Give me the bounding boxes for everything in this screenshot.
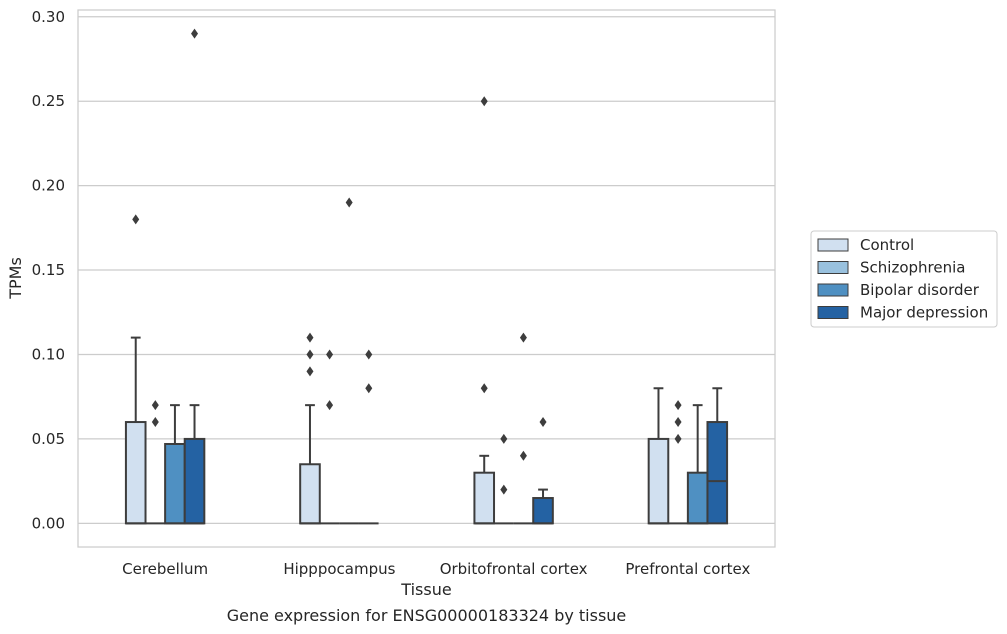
- box-outlier-point: [326, 400, 334, 411]
- box-body: [686, 471, 709, 525]
- box-body: [532, 497, 554, 525]
- legend: Control Schizophrenia Bipolar disorder Majo…: [810, 230, 998, 328]
- box-outlier-point: [306, 366, 314, 377]
- legend-swatch: [817, 283, 849, 297]
- box-body: [473, 471, 496, 525]
- box-group: [319, 349, 340, 525]
- y-tick-label: 0.10: [32, 345, 65, 363]
- box-group: [473, 96, 496, 525]
- box-group: [513, 332, 534, 525]
- x-axis-label: Tissue: [400, 580, 451, 599]
- box-group: [124, 214, 147, 525]
- box-outlier-point: [151, 400, 159, 411]
- y-tick-label: 0.00: [32, 514, 65, 532]
- y-tick-label: 0.20: [32, 177, 65, 195]
- y-tick-label: 0.25: [32, 92, 65, 110]
- box-outlier-point: [519, 332, 527, 343]
- box-body: [706, 421, 729, 525]
- box-outlier-point: [132, 214, 140, 225]
- box-group: [339, 197, 359, 525]
- box-group: [299, 332, 321, 525]
- legend-swatch: [817, 238, 849, 252]
- y-tick-label: 0.15: [32, 261, 65, 279]
- box-outlier-point: [306, 332, 314, 343]
- x-tick-labels: Cerebellum Hipppocampus Orbitofrontal cort…: [122, 560, 750, 578]
- x-tick-label: Prefrontal cortex: [625, 560, 750, 578]
- legend-frame: [810, 230, 998, 328]
- y-axis-label: TPMs: [6, 257, 25, 300]
- box-outlier-point: [480, 96, 488, 107]
- box-outlier-point: [500, 433, 508, 444]
- box-outlier-point: [674, 433, 682, 444]
- legend-swatch: [817, 261, 849, 274]
- box-outlier-point: [151, 417, 159, 428]
- y-tick-labels: 0.00 0.05 0.10 0.15 0.20 0.25 0.30: [32, 8, 65, 533]
- box-outlier-point: [365, 383, 373, 394]
- box-group: [686, 404, 709, 525]
- y-tick-label: 0.30: [32, 8, 65, 26]
- box-outlier-point: [674, 400, 682, 411]
- box-outlier-point: [345, 197, 353, 208]
- box-body: [183, 437, 206, 525]
- box-outlier-point: [500, 484, 508, 495]
- x-tick-label: Cerebellum: [122, 560, 208, 578]
- box-group: [145, 400, 166, 525]
- box-group: [706, 387, 729, 525]
- box-outlier-point: [480, 383, 488, 394]
- legend-label: Bipolar disorder: [860, 281, 980, 299]
- legend-swatch: [817, 306, 849, 319]
- x-tick-label: Hipppocampus: [283, 560, 395, 578]
- box-group: [183, 28, 206, 525]
- plot-area-frame: [77, 9, 776, 548]
- box-body: [124, 421, 147, 525]
- box-outlier-point: [539, 417, 547, 428]
- box-body: [647, 437, 670, 525]
- y-tick-label: 0.05: [32, 430, 65, 448]
- box-group: [494, 433, 514, 525]
- box-outlier-point: [326, 349, 334, 360]
- box-series-layer: [124, 28, 729, 525]
- chart-caption: Gene expression for ENSG00000183324 by t…: [227, 606, 627, 625]
- box-group: [358, 349, 379, 525]
- box-outlier-point: [191, 28, 199, 39]
- box-group: [647, 387, 670, 525]
- box-group: [164, 404, 186, 525]
- box-body: [299, 463, 321, 525]
- x-tick-label: Orbitofrontal cortex: [440, 560, 588, 578]
- box-group: [532, 417, 554, 525]
- box-group: [668, 400, 688, 525]
- box-outlier-point: [674, 417, 682, 428]
- legend-label: Control: [860, 236, 914, 254]
- box-outlier-point: [306, 349, 314, 360]
- box-outlier-point: [365, 349, 373, 360]
- box-body: [164, 442, 186, 525]
- box-outlier-point: [519, 450, 527, 461]
- legend-label: Schizophrenia: [860, 259, 965, 277]
- legend-label: Major depression: [860, 304, 988, 322]
